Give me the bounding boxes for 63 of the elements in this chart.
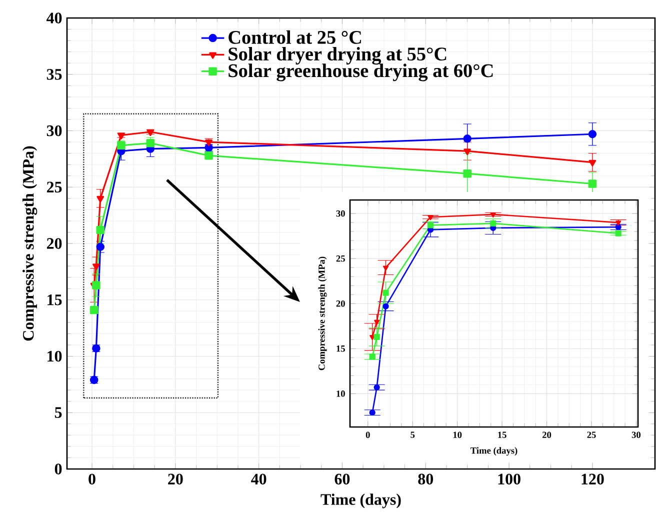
y-axis-title: Compressive strength (MPa)	[318, 256, 327, 370]
point	[382, 290, 389, 296]
y-tick-label: 20	[336, 300, 345, 307]
y-tick-label: 25	[46, 182, 62, 192]
x-tick-label: 100	[498, 474, 520, 484]
point	[374, 334, 380, 340]
point	[615, 224, 622, 230]
x-tick-label: 40	[251, 474, 266, 484]
x-axis-title: Time (days)	[320, 494, 401, 508]
y-tick-label: 40	[46, 12, 62, 24]
y-tick-label: 15	[48, 294, 62, 306]
y-tick-label: 15	[336, 346, 345, 352]
x-tick-label: 10	[453, 432, 462, 438]
x-tick-label: 15	[498, 432, 506, 438]
point	[428, 215, 434, 220]
y-axis-title: Compressive strength (MPa)	[22, 146, 38, 341]
y-tick-label: 5	[54, 407, 62, 418]
y-tick-label: 25	[336, 255, 345, 262]
x-tick-label: 20	[168, 474, 183, 484]
x-tick-label: 60	[334, 474, 350, 484]
point	[374, 320, 380, 325]
x-tick-label: 5	[410, 432, 415, 438]
x-tick-label: 30	[632, 432, 641, 438]
point	[96, 226, 104, 234]
point	[146, 139, 155, 148]
point	[490, 212, 496, 218]
point	[383, 266, 389, 271]
point	[146, 129, 154, 136]
point	[204, 151, 213, 160]
point	[464, 148, 472, 156]
y-tick-label: 10	[48, 350, 62, 362]
y-tick-label: 30	[336, 210, 345, 217]
point	[463, 134, 472, 143]
y-tick-label: 20	[46, 238, 62, 249]
point	[463, 169, 472, 178]
point	[616, 220, 622, 226]
point	[588, 130, 597, 138]
legend-label: Solar greenhouse drying at 60°C	[228, 64, 493, 82]
point	[490, 220, 496, 226]
point	[615, 230, 622, 236]
y-tick-label: 30	[46, 125, 62, 136]
legend-label: Control at 25 °C	[228, 30, 361, 44]
x-tick-label: 0	[366, 432, 370, 438]
point	[92, 281, 100, 290]
point	[427, 222, 434, 228]
x-axis-title: Time (days)	[470, 447, 518, 456]
point	[369, 410, 376, 416]
y-tick-label: 10	[336, 390, 345, 397]
x-tick-label: 0	[88, 474, 96, 484]
point	[588, 160, 596, 166]
point	[382, 303, 389, 310]
point	[374, 384, 380, 390]
point	[92, 264, 100, 270]
point	[369, 354, 376, 360]
y-tick-label: 0	[54, 464, 62, 474]
point	[96, 196, 104, 203]
x-tick-label: 80	[418, 474, 434, 484]
point	[588, 180, 597, 188]
y-tick-label: 35	[46, 68, 62, 80]
x-tick-label: 120	[582, 474, 604, 484]
x-tick-label: 25	[587, 432, 596, 438]
x-tick-label: 20	[542, 432, 552, 438]
legend-label: Solar dryer drying at 55°C	[228, 47, 446, 65]
